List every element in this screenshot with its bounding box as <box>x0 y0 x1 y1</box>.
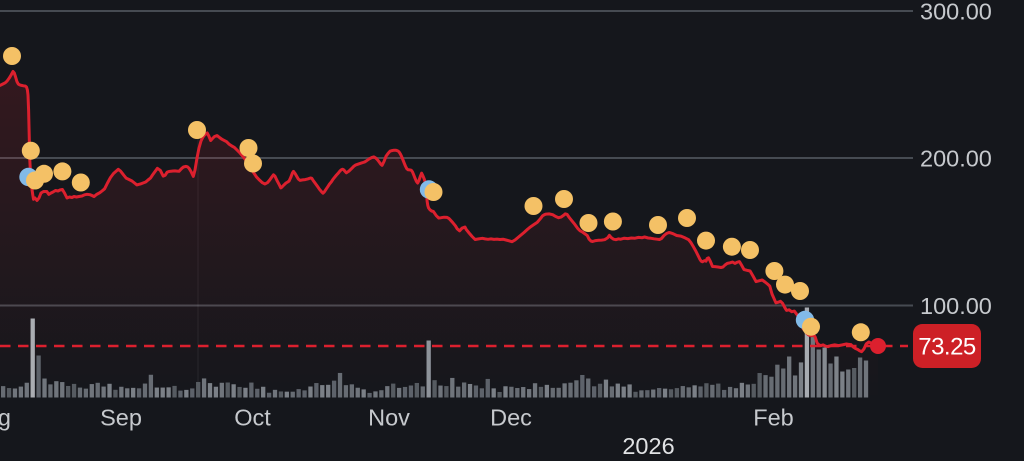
svg-text:Nov: Nov <box>368 405 410 431</box>
svg-text:Sep: Sep <box>100 405 142 431</box>
svg-text:73.25: 73.25 <box>918 334 976 361</box>
svg-text:Feb: Feb <box>753 405 794 431</box>
svg-text:200.00: 200.00 <box>920 146 992 172</box>
svg-text:300.00: 300.00 <box>920 0 992 25</box>
svg-text:2026: 2026 <box>622 433 674 459</box>
svg-text:Aug: Aug <box>0 405 11 431</box>
svg-text:Oct: Oct <box>234 405 271 431</box>
svg-text:100.00: 100.00 <box>920 293 992 319</box>
svg-text:Dec: Dec <box>490 405 532 431</box>
